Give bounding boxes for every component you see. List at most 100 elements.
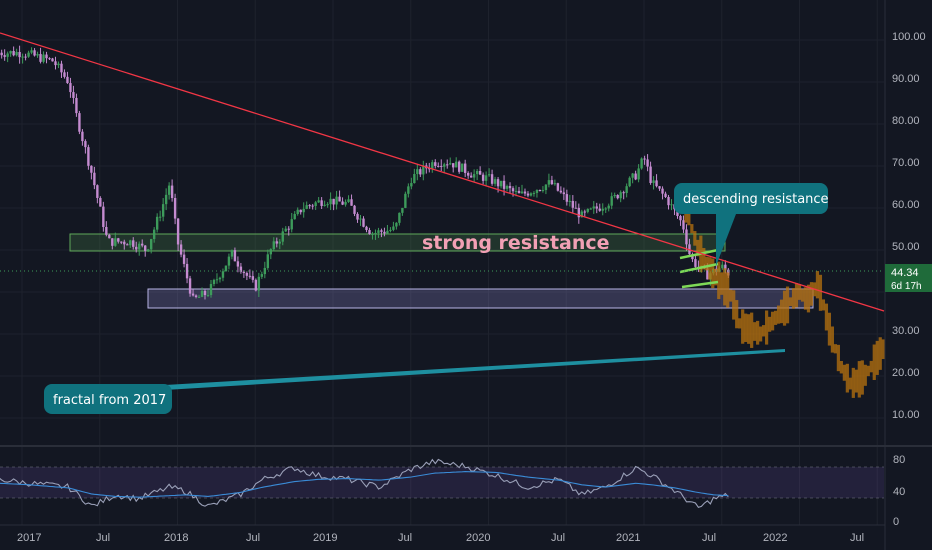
candle — [114, 232, 117, 247]
candle-body — [302, 208, 305, 213]
time-axis[interactable]: 2017 Jul 2018 Jul 2019 Jul 2020 Jul 2021… — [17, 532, 864, 544]
strong-resistance-zone[interactable] — [69, 233, 726, 252]
candle — [556, 182, 560, 192]
candle — [87, 144, 90, 170]
candle — [57, 61, 60, 69]
candle-body — [218, 277, 222, 280]
candle-body — [78, 113, 81, 132]
candle-body — [146, 249, 150, 251]
candle — [622, 190, 625, 200]
fractal-callout[interactable]: fractal from 2017 — [44, 384, 172, 414]
fractal-bar — [872, 344, 876, 380]
candle-body — [422, 165, 425, 175]
candle — [368, 227, 371, 235]
fractal-bar — [720, 272, 724, 295]
candle — [395, 222, 398, 230]
candle — [419, 167, 422, 178]
candle — [81, 129, 84, 146]
candle-body — [299, 209, 302, 213]
fractal-bar — [860, 360, 864, 395]
grid — [0, 0, 884, 525]
candle — [607, 203, 610, 212]
candle-body — [721, 264, 724, 269]
descending-resistance-line[interactable] — [0, 32, 885, 312]
candle-body — [628, 177, 631, 187]
candle-body — [287, 228, 290, 230]
candle-body — [185, 263, 189, 279]
candle-body — [126, 244, 129, 246]
candle-body — [398, 212, 401, 223]
candle-body — [191, 293, 195, 296]
candle-body — [21, 56, 24, 58]
candle — [526, 191, 530, 198]
candle-body — [595, 206, 598, 209]
fractal-bar — [782, 290, 787, 326]
candle — [356, 212, 359, 223]
fractal-bar — [803, 287, 808, 310]
candle — [45, 51, 48, 64]
candle-body — [3, 55, 6, 57]
candle-body — [526, 193, 530, 196]
candle — [664, 191, 667, 199]
candle-body — [667, 196, 670, 206]
candle-body — [245, 272, 249, 276]
candle — [93, 166, 96, 190]
candle — [209, 279, 213, 298]
fractal-bar — [806, 284, 811, 313]
candle — [416, 163, 419, 181]
candle-body — [694, 259, 697, 267]
descending-resistance-callout[interactable]: descending resistance — [674, 183, 829, 266]
candle-body — [308, 205, 311, 207]
candle — [721, 261, 724, 270]
candle-body — [577, 207, 581, 218]
candle-body — [562, 192, 566, 195]
candle — [631, 172, 634, 184]
fractal-bar — [696, 239, 700, 257]
candle-body — [706, 268, 709, 280]
candle — [9, 50, 12, 57]
candle-body — [356, 213, 359, 220]
fractal-trend-line[interactable] — [165, 349, 785, 390]
candle-body — [431, 162, 434, 169]
current-price-label[interactable]: 44.34 6d 17h — [885, 264, 932, 292]
candle — [117, 237, 120, 244]
candle — [329, 192, 332, 211]
candle — [449, 157, 452, 166]
candle-body — [661, 188, 664, 194]
candle-body — [72, 92, 75, 98]
candle — [694, 255, 697, 270]
descending-resistance-text: descending resistance — [683, 192, 829, 207]
support-zone[interactable] — [147, 288, 814, 309]
candle-body — [646, 159, 649, 167]
candle — [463, 159, 467, 178]
candle-body — [368, 230, 371, 235]
candle — [105, 221, 108, 237]
fractal-bar — [854, 369, 858, 393]
candle-body — [410, 183, 413, 187]
candle-body — [679, 216, 682, 221]
fractal-bar — [723, 268, 727, 306]
flag-pattern[interactable] — [679, 248, 719, 289]
candle — [383, 227, 386, 237]
candle-body — [538, 189, 542, 191]
candle-body — [649, 166, 652, 183]
candle — [505, 184, 509, 192]
candle — [404, 191, 407, 209]
candle-body — [84, 141, 87, 148]
candle — [535, 189, 539, 198]
fractal-bar — [851, 367, 855, 398]
fractal-bar — [765, 310, 769, 345]
rsi-axis[interactable]: 80 40 0 — [893, 454, 905, 528]
candle-body — [233, 250, 237, 262]
candle — [469, 172, 473, 178]
fractal-bar — [773, 310, 778, 325]
fractal-bar — [791, 288, 796, 309]
candle-body — [161, 204, 165, 217]
candle-body — [81, 131, 84, 142]
candle-body — [682, 220, 685, 230]
candle — [550, 175, 554, 186]
fractal-bar — [726, 272, 730, 308]
rsi-pane[interactable] — [0, 458, 884, 508]
candle — [308, 204, 311, 209]
